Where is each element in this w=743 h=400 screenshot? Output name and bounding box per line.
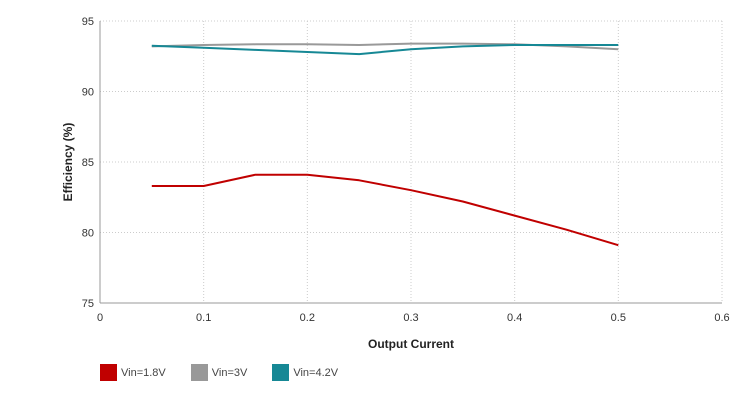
x-tick-label: 0.1 <box>196 312 211 324</box>
chart-series <box>151 42 619 247</box>
y-axis-label: Efficiency (%) <box>61 123 75 202</box>
legend-label: Vin=1.8V <box>121 366 166 379</box>
legend-swatch <box>100 364 117 381</box>
series-line-3 <box>151 44 619 56</box>
legend-label: Vin=4.2V <box>293 366 339 379</box>
x-tick-label: 0.3 <box>403 312 418 324</box>
legend-swatch <box>272 364 290 381</box>
x-tick-label: 0.5 <box>611 312 626 324</box>
x-tick-label: 0.4 <box>507 312 522 324</box>
x-axis-label: Output Current <box>368 337 454 351</box>
y-tick-label: 80 <box>82 228 94 240</box>
legend-item[interactable]: Vin=3V <box>190 364 248 381</box>
legend-item[interactable]: Vin=1.8V <box>100 364 166 381</box>
legend-label: Vin=3V <box>211 366 248 379</box>
y-tick-label: 90 <box>82 87 94 99</box>
chart-legend: Vin=1.8V Vin=3V Vin=4.2V <box>100 364 363 381</box>
legend-item[interactable]: Vin=4.2V <box>272 364 338 381</box>
x-tick-label: 0.2 <box>300 312 315 324</box>
y-tick-label: 75 <box>82 298 94 310</box>
y-tick-label: 95 <box>82 16 94 28</box>
y-tick-label: 85 <box>82 157 94 169</box>
x-tick-label: 0 <box>97 312 103 324</box>
chart-axes: 0 0.1 0.2 0.3 0.4 0.5 0.6 75 80 85 90 95 <box>82 16 730 324</box>
chart-grid <box>100 20 723 303</box>
legend-swatch <box>190 364 208 381</box>
series-line-1 <box>151 173 619 247</box>
x-tick-label: 0.6 <box>714 312 729 324</box>
